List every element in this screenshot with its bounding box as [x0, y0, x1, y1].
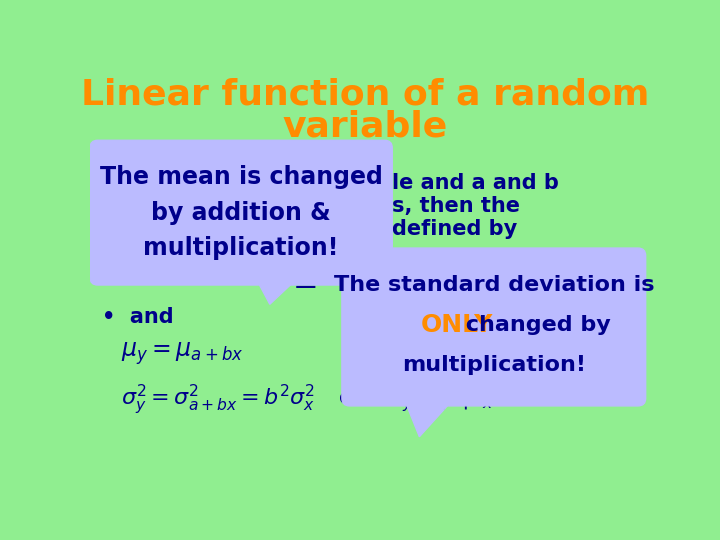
Text: s, then the: s, then the	[392, 195, 521, 215]
Text: defined by: defined by	[392, 219, 518, 239]
Text: $y =$: $y =$	[269, 272, 318, 301]
Text: Linear function of a random: Linear function of a random	[81, 77, 649, 111]
Text: variable: variable	[282, 110, 448, 144]
Text: ONLY: ONLY	[420, 313, 492, 337]
Text: multiplication!: multiplication!	[402, 355, 586, 375]
Text: le and a and b: le and a and b	[392, 173, 559, 193]
Text: changed by: changed by	[458, 315, 611, 335]
Polygon shape	[256, 278, 299, 304]
Text: multiplication!: multiplication!	[143, 236, 339, 260]
Text: random varia: random varia	[102, 245, 258, 265]
Polygon shape	[404, 398, 454, 437]
Text: •  and: • and	[102, 307, 174, 327]
Text: $\sigma_y^2 = \sigma_{a+bx}^2 = b^2\sigma_x^2$   or   $\sigma_y = |b|\sigma_x$: $\sigma_y^2 = \sigma_{a+bx}^2 = b^2\sigm…	[121, 382, 494, 417]
FancyBboxPatch shape	[90, 140, 392, 285]
FancyBboxPatch shape	[342, 248, 646, 406]
Text: The standard deviation is: The standard deviation is	[333, 275, 654, 295]
Text: $\mu_y = \mu_{a+bx}$: $\mu_y = \mu_{a+bx}$	[121, 340, 243, 367]
Text: by addition &: by addition &	[151, 201, 331, 225]
Text: The mean is changed: The mean is changed	[99, 165, 382, 189]
